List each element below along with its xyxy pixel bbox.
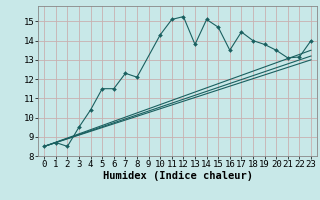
X-axis label: Humidex (Indice chaleur): Humidex (Indice chaleur) — [103, 171, 252, 181]
